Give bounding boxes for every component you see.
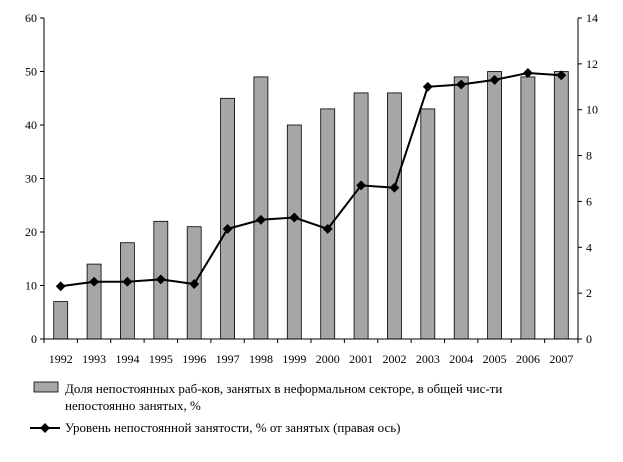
x-tick-label-2003: 2003 (416, 352, 440, 366)
legend: Доля непостоянных раб-ков, занятых в неф… (30, 381, 502, 435)
bar-2007 (553, 71, 569, 340)
left-tick-label-30: 30 (25, 172, 37, 186)
line-point-2000 (322, 223, 333, 234)
x-tick-label-2004: 2004 (449, 352, 473, 366)
right-tick-label-4: 4 (586, 240, 592, 254)
x-tick-label-1992: 1992 (49, 352, 73, 366)
bar-1993 (86, 263, 102, 340)
left-tick-label-20: 20 (25, 225, 37, 239)
line-point-1998 (255, 214, 266, 225)
x-tick-label-2001: 2001 (349, 352, 373, 366)
x-tick-label-1998: 1998 (249, 352, 273, 366)
legend-line-label: Уровень непостоянной занятости, % от зан… (65, 420, 400, 435)
right-tick-label-10: 10 (586, 103, 598, 117)
right-tick-label-2: 2 (586, 286, 592, 300)
line-point-2003 (422, 81, 433, 92)
x-tick-label-1999: 1999 (282, 352, 306, 366)
x-tick-label-2000: 2000 (316, 352, 340, 366)
line-point-2007 (556, 70, 567, 81)
legend-bar-label-line1: Доля непостоянных раб-ков, занятых в неф… (65, 381, 502, 396)
right-tick-label-8: 8 (586, 149, 592, 163)
left-tick-label-60: 60 (25, 11, 37, 25)
x-axis-ticks: 1992 1993 1994 1995 1996 1997 1998 1999 2000 2001… (43, 339, 579, 366)
legend-bar-label-line2: непостоянно занятых, % (65, 398, 201, 413)
line-point-2002 (389, 182, 400, 193)
bar-1997 (220, 97, 236, 340)
bar-series (53, 71, 569, 340)
bar-1998 (253, 76, 269, 340)
line-path (60, 71, 562, 288)
right-tick-label-14: 14 (586, 11, 598, 25)
right-axis-ticks: 0 2 4 6 8 10 12 14 (578, 11, 598, 346)
bar-2004 (453, 76, 469, 340)
bar-1999 (286, 124, 302, 340)
x-tick-label-1995: 1995 (149, 352, 173, 366)
left-tick-label-0: 0 (31, 332, 37, 346)
x-tick-label-1997: 1997 (216, 352, 240, 366)
legend-bar-swatch (33, 381, 59, 393)
right-tick-label-12: 12 (586, 57, 598, 71)
left-tick-label-40: 40 (25, 118, 37, 132)
left-tick-label-50: 50 (25, 65, 37, 79)
x-tick-label-2006: 2006 (516, 352, 540, 366)
line-point-1992 (55, 281, 66, 292)
bar-1994 (120, 242, 135, 340)
legend-line-marker (40, 423, 50, 433)
bar-2003 (420, 108, 436, 340)
left-axis-ticks: 0 10 20 30 40 50 60 (25, 11, 44, 346)
x-tick-label-1993: 1993 (82, 352, 106, 366)
right-tick-label-6: 6 (586, 194, 592, 208)
x-tick-label-2007: 2007 (549, 352, 573, 366)
bar-2006 (520, 76, 536, 340)
line-point-1999 (289, 212, 300, 223)
x-tick-label-2002: 2002 (382, 352, 406, 366)
bar-2002 (386, 92, 402, 340)
left-tick-label-10: 10 (25, 279, 37, 293)
x-tick-label-2005: 2005 (483, 352, 507, 366)
line-point-1996 (189, 279, 200, 289)
line-point-1997 (222, 223, 233, 234)
x-tick-label-1994: 1994 (115, 352, 139, 366)
right-tick-label-0: 0 (586, 332, 592, 346)
x-tick-label-1996: 1996 (182, 352, 206, 366)
line-point-1995 (155, 274, 166, 285)
bar-1992 (53, 301, 69, 340)
bar-2005 (487, 71, 503, 340)
bar-2001 (353, 92, 369, 340)
line-point-2001 (356, 180, 367, 191)
line-point-2006 (522, 68, 533, 78)
